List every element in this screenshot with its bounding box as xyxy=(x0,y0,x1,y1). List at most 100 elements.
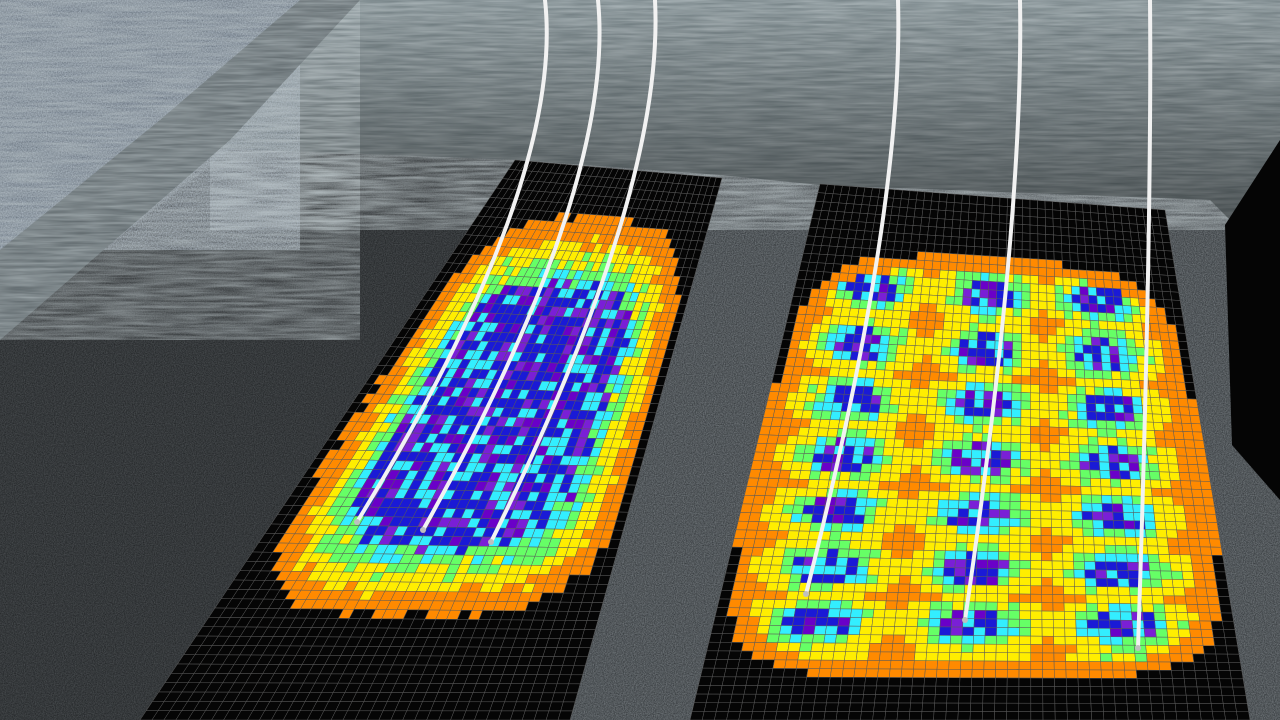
heatmap-cell xyxy=(933,550,946,560)
heatmap-cell xyxy=(934,422,945,433)
heatmap-cell xyxy=(1163,504,1175,514)
heatmap-cell xyxy=(705,693,721,703)
heatmap-cell xyxy=(823,634,837,644)
heatmap-cell xyxy=(983,652,997,662)
heatmap-cell xyxy=(865,668,879,678)
heatmap-cell xyxy=(894,232,905,243)
heatmap-cell xyxy=(969,313,980,324)
heatmap-cell xyxy=(1062,277,1072,287)
heatmap-cell xyxy=(1018,660,1032,670)
heatmap-cell xyxy=(1044,200,1053,211)
heatmap-cell xyxy=(907,490,920,500)
heatmap-cell xyxy=(932,337,943,348)
heatmap-cell xyxy=(1006,702,1020,712)
heatmap-cell xyxy=(693,693,709,703)
heatmap-cell xyxy=(1233,695,1248,704)
heatmap-cell xyxy=(1197,464,1210,474)
heatmap-cell xyxy=(998,231,1007,241)
heatmap-cell xyxy=(973,626,986,636)
heatmap-cell xyxy=(998,239,1007,249)
heatmap-cell xyxy=(916,319,927,330)
heatmap-cell xyxy=(865,429,877,439)
heatmap-cell xyxy=(734,572,748,583)
heatmap-cell xyxy=(1120,214,1130,224)
heatmap-cell xyxy=(1054,284,1064,295)
heatmap-cell xyxy=(987,542,1000,552)
heatmap-cell xyxy=(963,279,973,290)
heatmap-cell xyxy=(1020,484,1031,494)
heatmap-cell xyxy=(891,378,903,389)
heatmap-cell xyxy=(854,574,868,584)
heatmap-cell xyxy=(946,380,958,391)
heatmap-cell xyxy=(947,270,957,280)
heatmap-cell xyxy=(848,411,861,421)
heatmap-cell xyxy=(1102,511,1114,521)
heatmap-cell xyxy=(1046,267,1055,278)
heatmap-cell xyxy=(864,583,878,593)
heatmap-cell xyxy=(1198,703,1213,712)
heatmap-cell xyxy=(1176,620,1190,630)
heatmap-cell xyxy=(1072,319,1083,329)
heatmap-cell xyxy=(1107,445,1119,455)
heatmap-cell xyxy=(889,472,901,483)
heatmap-cell xyxy=(1116,561,1129,571)
heatmap-cell xyxy=(990,222,1000,232)
heatmap-cell xyxy=(1018,686,1032,696)
heatmap-cell xyxy=(1039,451,1051,461)
heatmap-cell xyxy=(872,523,885,533)
heatmap-cell xyxy=(957,364,968,374)
heatmap-cell xyxy=(1161,414,1173,424)
heatmap-cell xyxy=(952,210,962,221)
heatmap-cell xyxy=(989,483,1001,493)
heatmap-cell xyxy=(1011,391,1022,402)
heatmap-cell xyxy=(741,693,757,704)
heatmap-cell xyxy=(1046,309,1057,319)
heatmap-cell xyxy=(1216,662,1231,671)
heatmap-cell xyxy=(1013,274,1023,284)
heatmap-cell xyxy=(909,575,922,585)
heatmap-cell xyxy=(960,313,971,323)
heatmap-cell xyxy=(921,448,934,458)
heatmap-cell xyxy=(1097,312,1108,322)
heatmap-cell xyxy=(708,633,723,643)
heatmap-cell xyxy=(901,549,914,559)
heatmap-cell xyxy=(972,643,986,653)
heatmap-cell xyxy=(1098,453,1110,463)
heatmap-cell xyxy=(776,582,790,592)
heatmap-cell xyxy=(1056,360,1067,370)
heatmap-cell xyxy=(1003,357,1013,368)
heatmap-cell xyxy=(896,498,909,508)
heatmap-cell xyxy=(1030,702,1044,712)
heatmap-cell xyxy=(949,643,963,653)
heatmap-cell xyxy=(1054,268,1064,278)
heatmap-cell xyxy=(866,360,878,370)
heatmap-cell xyxy=(1029,333,1040,344)
heatmap-cell xyxy=(1092,519,1104,529)
heatmap-cell xyxy=(998,551,1010,561)
heatmap-cell xyxy=(1019,576,1031,587)
heatmap-cell xyxy=(1104,553,1117,563)
heatmap-cell xyxy=(823,711,838,720)
heatmap-cell xyxy=(888,566,902,576)
heatmap-cell xyxy=(1133,330,1144,340)
heatmap-cell xyxy=(792,616,806,626)
heatmap-cell xyxy=(691,702,707,712)
heatmap-cell xyxy=(942,431,954,441)
heatmap-cell xyxy=(786,478,800,489)
heatmap-cell xyxy=(1045,217,1054,227)
heatmap-cell xyxy=(895,284,906,294)
heatmap-cell xyxy=(1146,446,1158,456)
heatmap-cell xyxy=(1152,504,1165,514)
heatmap-cell xyxy=(1077,669,1091,679)
heatmap-cell xyxy=(1170,661,1184,671)
heatmap-cell xyxy=(912,447,924,458)
heatmap-cell xyxy=(954,287,964,298)
heatmap-cell xyxy=(1040,501,1052,511)
heatmap-cell xyxy=(1000,467,1011,477)
heatmap-cell xyxy=(1052,226,1062,236)
heatmap-cell xyxy=(1105,412,1116,422)
heatmap-cell xyxy=(929,601,942,611)
heatmap-cell xyxy=(949,474,961,484)
heatmap-cell xyxy=(1085,394,1096,404)
heatmap-cell xyxy=(874,369,886,379)
